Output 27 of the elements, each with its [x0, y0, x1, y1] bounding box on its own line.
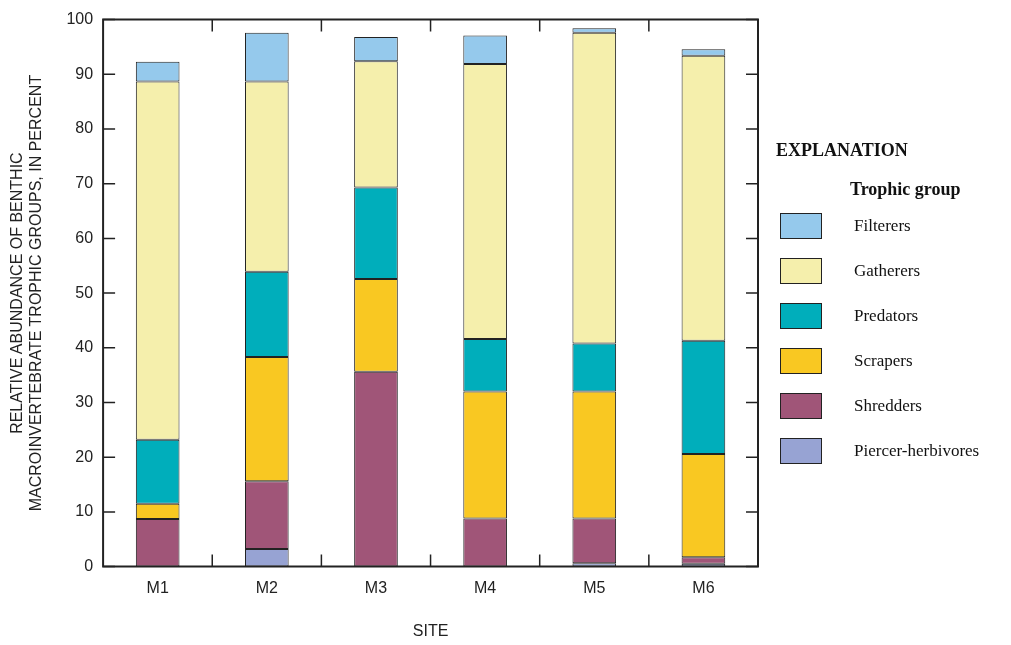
x-axis-title: SITE	[412, 621, 449, 639]
legend-title: Trophic group	[850, 179, 962, 200]
x-tick-label: M5	[583, 578, 606, 596]
legend-label: Piercer-herbivores	[854, 441, 980, 461]
y-tick-label: 20	[75, 447, 94, 465]
y-tick-label: 70	[75, 174, 94, 192]
x-tick-label: M4	[474, 578, 497, 596]
y-tick-label: 100	[66, 10, 94, 28]
x-tick-label: M3	[364, 578, 388, 596]
y-tick-label: 80	[75, 119, 94, 137]
legend-label: Filterers	[854, 216, 911, 236]
y-tick-label: 40	[75, 338, 94, 356]
legend-label: Shredders	[854, 396, 922, 416]
y-tick-label: 60	[75, 228, 94, 246]
y-tick-label: 50	[75, 283, 94, 301]
legend-label: Predators	[854, 306, 919, 326]
y-tick-label: 0	[84, 557, 94, 575]
y-axis-title: RELATIVE ABUNDANCE OF BENTHIC MACROINVERTEBRATE TROPHIC GROUPS, IN PERCENT	[8, 74, 45, 512]
x-tick-label: M2	[255, 578, 279, 596]
x-tick-label: M1	[146, 578, 169, 596]
text: EXPLANATION	[776, 140, 909, 161]
y-tick-label: 10	[75, 502, 94, 520]
y-tick-label: 90	[75, 64, 94, 82]
legend-label: Scrapers	[854, 351, 913, 371]
y-tick-label: 30	[75, 392, 94, 410]
x-tick-label: M6	[692, 578, 715, 596]
legend-label: Gatherers	[854, 261, 921, 281]
